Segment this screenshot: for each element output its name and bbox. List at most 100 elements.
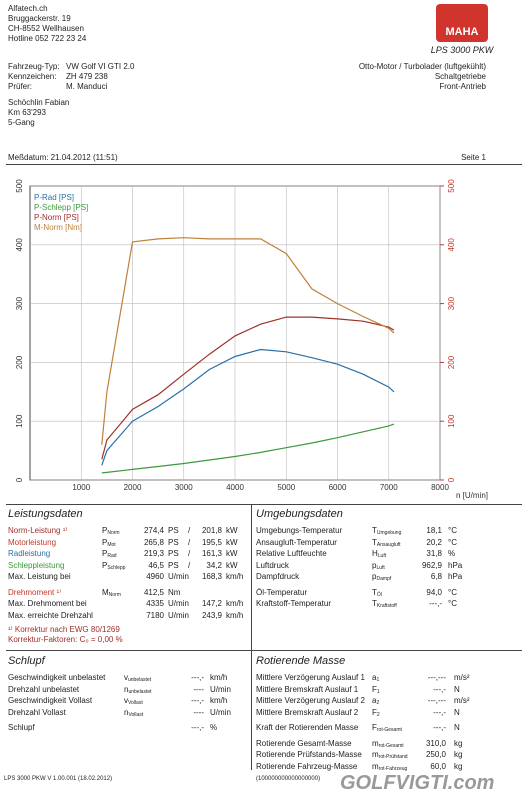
symbol: M bbox=[102, 587, 109, 597]
row-symbol: TKraftstoff bbox=[372, 599, 397, 611]
row-unit: km/h bbox=[226, 572, 244, 581]
owner-line: Km 63'293 bbox=[8, 108, 46, 117]
symbol: n bbox=[124, 707, 129, 717]
row-unit: U/min bbox=[210, 684, 231, 694]
row-symbol: PRad bbox=[102, 549, 117, 561]
row-value: ---- bbox=[193, 707, 204, 717]
vehicle-info: Front-Antrieb bbox=[439, 82, 486, 91]
symbol-sub: rot-Fahrzeug bbox=[378, 765, 408, 772]
row-label: Ansaugluft-Temperatur bbox=[256, 537, 337, 547]
symbol-sub: Luft bbox=[377, 553, 387, 559]
row-symbol: vVollast bbox=[124, 696, 143, 708]
row-label: Mittlere Bremskraft Auslauf 2 bbox=[256, 707, 359, 717]
symbol-sub: 2 bbox=[376, 711, 380, 718]
y-tick-label: 100 bbox=[15, 414, 24, 428]
symbol: F bbox=[372, 684, 377, 694]
row-value: 274,4 bbox=[143, 526, 164, 535]
symbol: F bbox=[372, 707, 377, 717]
row-label: Mittlere Verzögerung Auslauf 1 bbox=[256, 673, 365, 682]
y-tick-label: 300 bbox=[15, 296, 24, 310]
note: ¹⁾ Korrektur nach EWG 80/1269 bbox=[8, 625, 120, 634]
row-label: Rotierende Prüfstands-Masse bbox=[256, 750, 362, 759]
row-label: Max. erreichte Drehzahl bbox=[8, 610, 93, 620]
row-label: Drehzahl Vollast bbox=[8, 707, 66, 717]
symbol: F bbox=[372, 723, 377, 732]
row-unit: Nm bbox=[168, 587, 181, 597]
row-symbol: TÖl bbox=[372, 588, 382, 600]
row-value: 147,2 bbox=[201, 599, 222, 608]
row-symbol: F2 bbox=[372, 708, 380, 720]
symbol-sub: Rad bbox=[107, 553, 117, 559]
symbol-sub: 2 bbox=[376, 700, 380, 706]
symbol: T bbox=[372, 537, 377, 547]
row-unit: m/s² bbox=[454, 696, 470, 705]
row-value: ---,- bbox=[191, 673, 204, 682]
symbol: P bbox=[102, 537, 108, 547]
header-line: Bruggackerstr. 19 bbox=[8, 14, 71, 23]
row-unit: % bbox=[448, 549, 456, 558]
row-value: 962,9 bbox=[421, 560, 442, 570]
row-label: Motorleistung bbox=[8, 537, 57, 547]
row-unit: °C bbox=[448, 587, 457, 597]
row-unit: kg bbox=[454, 761, 463, 771]
row-label: Rotierende Gesamt-Masse bbox=[256, 738, 352, 748]
symbol-sub: Vollast bbox=[128, 700, 143, 706]
y2-tick-label: 400 bbox=[447, 238, 456, 252]
row-label: Öl-Temperatur bbox=[256, 587, 308, 597]
row-value: 201,8 bbox=[201, 526, 222, 535]
row-label: Dampfdruck bbox=[256, 572, 300, 581]
row-value: 219,3 bbox=[143, 549, 164, 558]
symbol: P bbox=[102, 549, 108, 558]
row-label: Mittlere Verzögerung Auslauf 2 bbox=[256, 696, 365, 705]
legend-entry: P-Rad [PS] bbox=[34, 193, 74, 202]
row-symbol: TUmgebung bbox=[372, 526, 401, 538]
row-unit: °C bbox=[448, 537, 457, 547]
row-value: 4960 bbox=[146, 572, 164, 581]
row-label: Drehmoment ¹⁾ bbox=[8, 587, 62, 597]
footer-version: LPS 3000 PKW V 1.00.001 (18.02.2012) bbox=[4, 776, 113, 782]
row-label: Umgebungs-Temperatur bbox=[256, 526, 343, 535]
row-label: Norm-Leistung ¹⁾ bbox=[8, 526, 68, 535]
symbol-sub: Vollast bbox=[128, 711, 144, 718]
x-tick-label: 7000 bbox=[380, 483, 398, 492]
vehicle-info: Otto-Motor / Turbolader (luftgekühlt) bbox=[358, 62, 486, 71]
symbol-sub: Ansaugluft bbox=[376, 541, 401, 548]
x-tick-label: 2000 bbox=[124, 483, 142, 492]
row-unit: km/h bbox=[210, 673, 228, 682]
row-value: 412,5 bbox=[143, 587, 164, 597]
row-value: 60,0 bbox=[430, 761, 446, 771]
y2-tick-label: 200 bbox=[447, 355, 456, 369]
note: Korrektur-Faktoren: C₀ = 0,00 % bbox=[8, 635, 123, 644]
row-value: 195,5 bbox=[201, 537, 222, 547]
y-tick-label: 500 bbox=[15, 179, 24, 193]
symbol: H bbox=[372, 549, 378, 558]
symbol: p bbox=[372, 572, 377, 581]
section-title: Schlupf bbox=[8, 655, 45, 667]
vehicle-value: M. Manduci bbox=[66, 82, 108, 91]
row-label: Schlupf bbox=[8, 723, 35, 732]
row-label: Max. Drehmoment bei bbox=[8, 599, 87, 608]
row-unit: kg bbox=[454, 738, 463, 748]
symbol-sub: Luft bbox=[376, 564, 385, 571]
symbol-sub: unbelastet bbox=[128, 688, 152, 695]
symbol: m bbox=[372, 761, 379, 771]
page-number: Seite 1 bbox=[461, 153, 486, 162]
row-symbol: a2 bbox=[372, 696, 379, 708]
row-label: Luftdruck bbox=[256, 560, 289, 570]
vehicle-info: Schaltgetriebe bbox=[434, 72, 486, 81]
row-unit: kW bbox=[226, 537, 238, 547]
row-symbol: PMot bbox=[102, 538, 116, 550]
symbol-sub: Öl bbox=[376, 591, 382, 598]
symbol-sub: Kraftstoff bbox=[376, 603, 397, 609]
row-unit: kg bbox=[454, 750, 463, 759]
section-title: Leistungsdaten bbox=[8, 508, 83, 520]
symbol-sub: Norm bbox=[108, 591, 121, 598]
row-label: Radleistung bbox=[8, 549, 51, 558]
row-symbol: MNorm bbox=[102, 588, 121, 600]
rule bbox=[6, 164, 522, 165]
divider bbox=[251, 504, 252, 770]
vehicle-key: Kennzeichen: bbox=[8, 72, 57, 81]
row-symbol: F1 bbox=[372, 685, 380, 697]
x-tick-label: 6000 bbox=[329, 483, 347, 492]
